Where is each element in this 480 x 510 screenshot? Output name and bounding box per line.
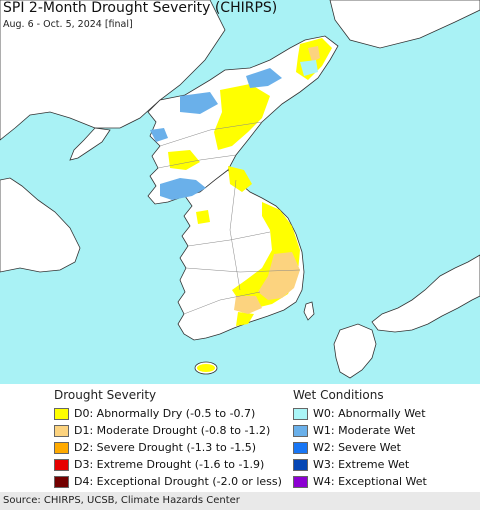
d0-swatch bbox=[54, 408, 69, 420]
d1-label: D1: Moderate Drought (-0.8 to -1.2) bbox=[74, 424, 271, 437]
w2-swatch bbox=[293, 442, 308, 454]
w0-label: W0: Abnormally Wet bbox=[313, 407, 426, 420]
map-title: SPI 2-Month Drought Severity (CHIRPS) bbox=[3, 0, 278, 16]
china-mainland bbox=[0, 0, 226, 141]
d2-label: D2: Severe Drought (-1.3 to -1.5) bbox=[74, 441, 257, 454]
w1-swatch bbox=[293, 425, 308, 437]
w0-swatch bbox=[293, 408, 308, 420]
d3-swatch bbox=[54, 459, 69, 471]
drought-legend-title: Drought Severity bbox=[54, 388, 157, 402]
china-west-coast bbox=[0, 177, 81, 273]
w4-swatch bbox=[293, 476, 308, 488]
w1-label: W1: Moderate Wet bbox=[313, 424, 416, 437]
w3-swatch bbox=[293, 459, 308, 471]
map-subtitle: Aug. 6 - Oct. 5, 2024 [final] bbox=[3, 19, 133, 30]
d3-label: D3: Extreme Drought (-1.6 to -1.9) bbox=[74, 458, 265, 471]
japan-honshu bbox=[371, 254, 480, 333]
w2-label: W2: Severe Wet bbox=[313, 441, 401, 454]
d4-swatch bbox=[54, 476, 69, 488]
drought-d1-patches bbox=[234, 46, 320, 314]
source-credit: Source: CHIRPS, UCSB, Climate Hazards Ce… bbox=[3, 495, 240, 506]
d0-label: D0: Abnormally Dry (-0.5 to -0.7) bbox=[74, 407, 256, 420]
d4-label: D4: Exceptional Drought (-2.0 or less) bbox=[74, 475, 282, 488]
d2-swatch bbox=[54, 442, 69, 454]
drought-map: SPI 2-Month Drought Severity (CHIRPS) Au… bbox=[0, 0, 480, 384]
footer: Source: CHIRPS, UCSB, Climate Hazards Ce… bbox=[0, 492, 480, 510]
russia-coast bbox=[329, 0, 480, 49]
w4-label: W4: Exceptional Wet bbox=[313, 475, 427, 488]
map-svg bbox=[0, 0, 480, 379]
province-boundaries bbox=[157, 121, 301, 315]
legend: Drought Severity Wet Conditions D0: Abno… bbox=[0, 384, 480, 494]
liaodong-peninsula bbox=[69, 127, 111, 161]
wet-w1-patches bbox=[150, 68, 282, 200]
tsushima-island bbox=[303, 301, 315, 321]
wet-legend-title: Wet Conditions bbox=[293, 388, 384, 402]
wet-w0-patches bbox=[300, 60, 318, 76]
w3-label: W3: Extreme Wet bbox=[313, 458, 410, 471]
d1-swatch bbox=[54, 425, 69, 437]
japan-kyushu bbox=[333, 323, 377, 379]
